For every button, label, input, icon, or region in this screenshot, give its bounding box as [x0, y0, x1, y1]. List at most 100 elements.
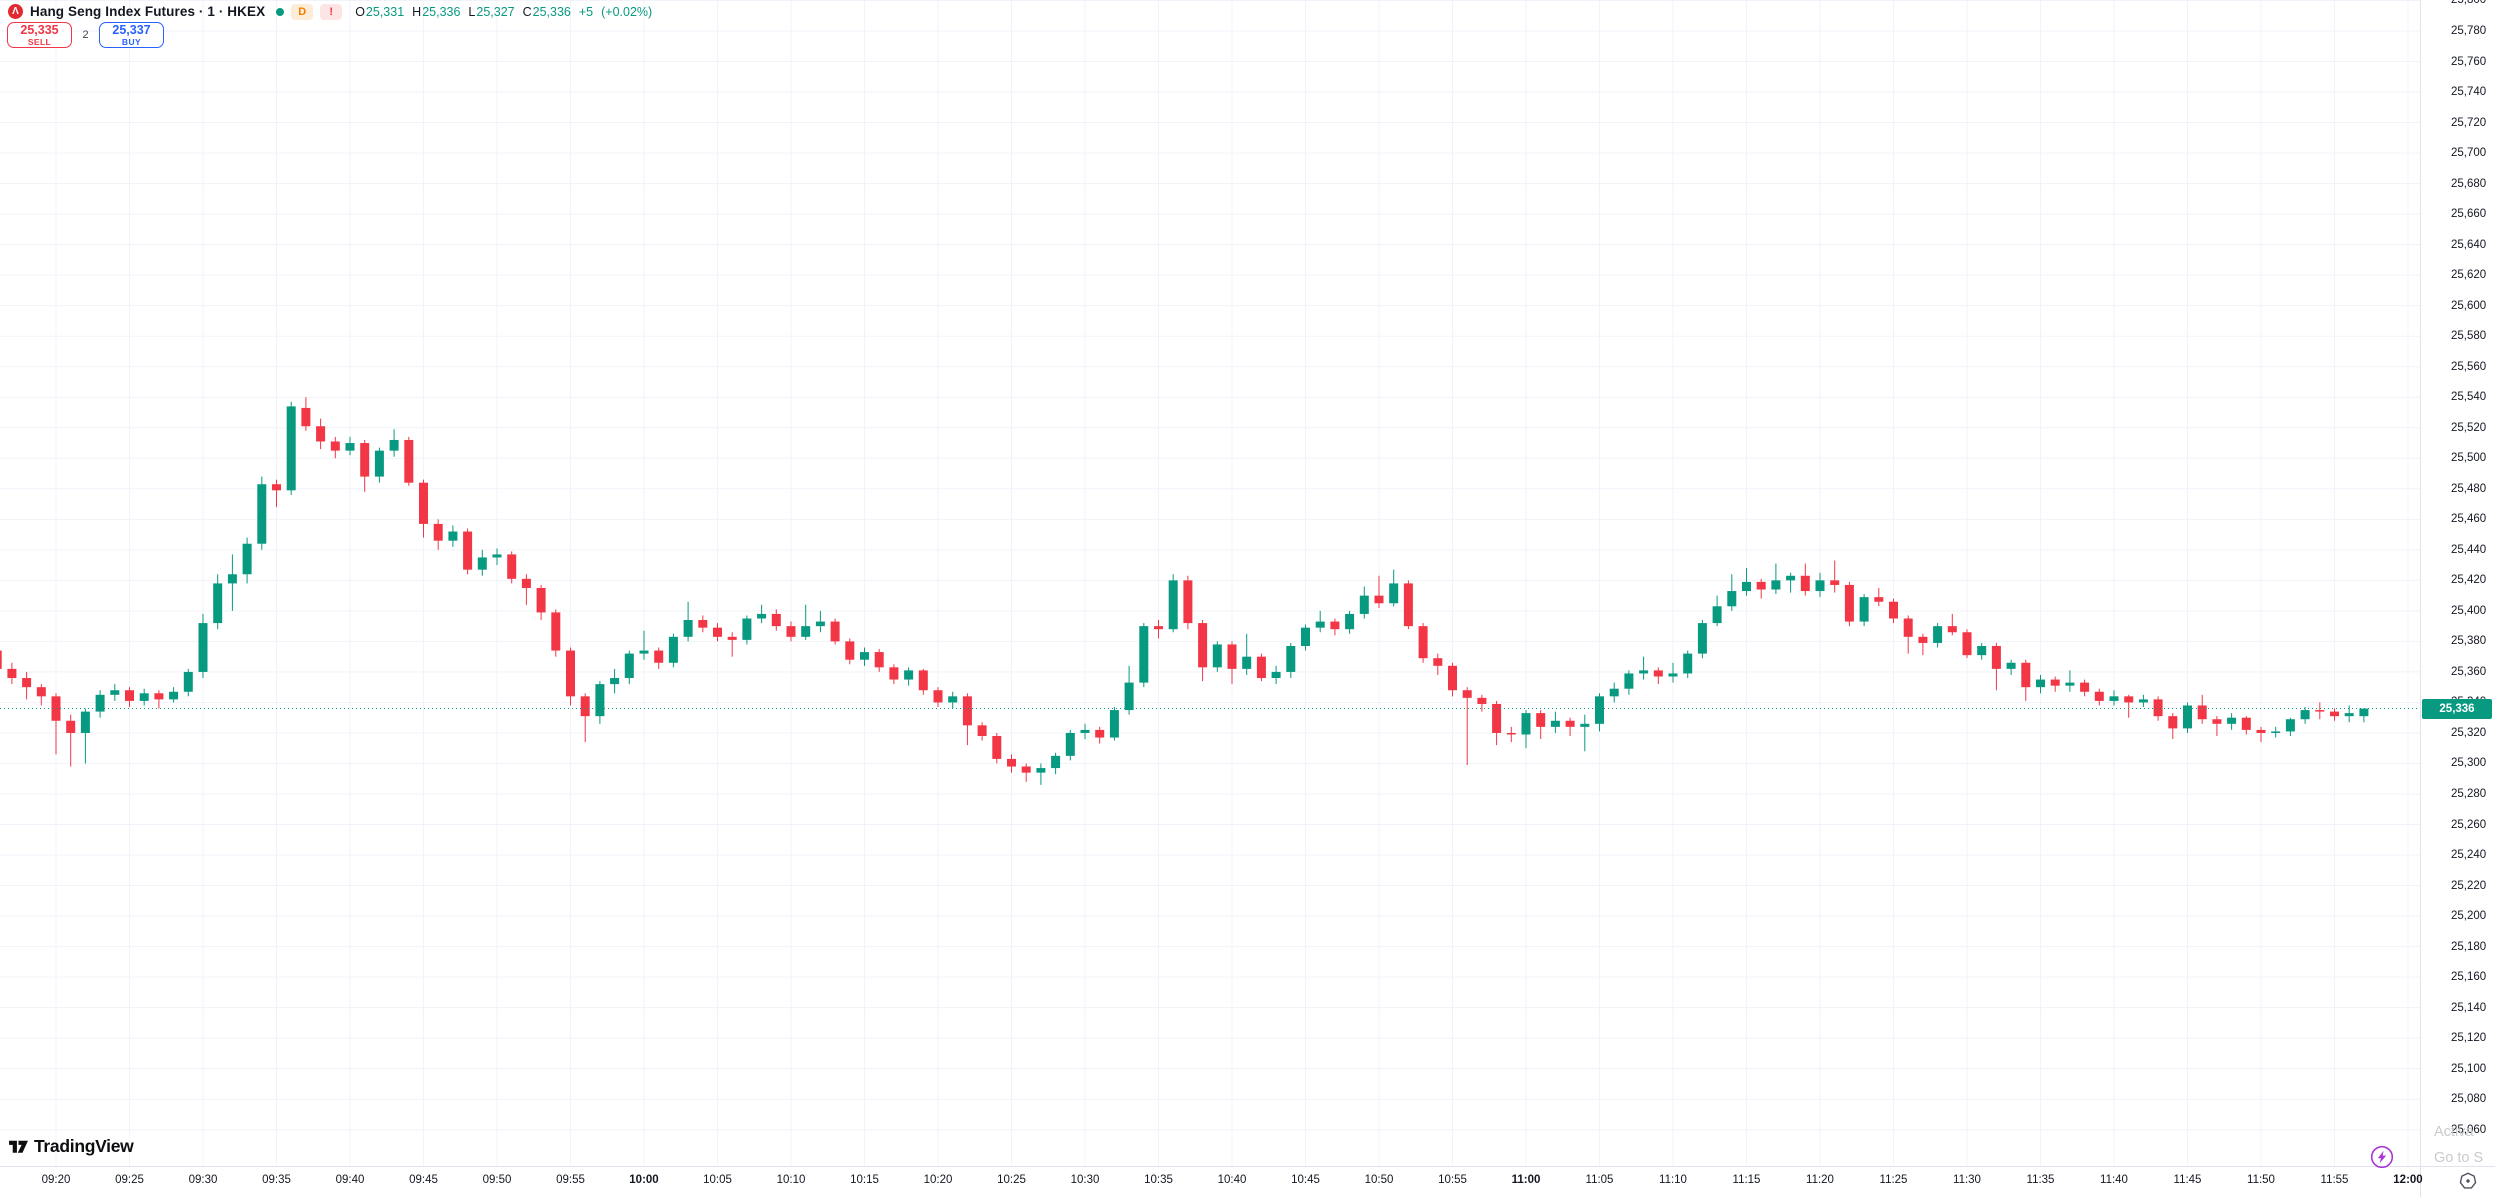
time-axis-label: 11:25 [1879, 1174, 1908, 1186]
price-axis-label: 25,560 [2451, 360, 2487, 373]
candle [492, 548, 502, 566]
price-axis-label: 25,600 [2451, 299, 2487, 312]
candle [874, 649, 884, 672]
time-axis-label: 10:00 [629, 1174, 659, 1186]
candle [316, 418, 326, 450]
symbol-title[interactable]: Hang Seng Index Futures · 1 · HKEX [30, 4, 266, 19]
candle [1065, 729, 1075, 761]
candle [1124, 665, 1134, 715]
candle [595, 681, 605, 724]
candle [1301, 624, 1310, 651]
candle [183, 668, 193, 697]
sell-label: SELL [27, 37, 52, 47]
candle [639, 630, 649, 660]
tradingview-logo[interactable]: TradingView [8, 1136, 134, 1157]
sell-button[interactable]: 25,335 SELL [7, 22, 72, 48]
time-axis-label: 11:30 [1953, 1174, 1981, 1186]
market-status-dot-icon [276, 7, 285, 16]
candle [345, 436, 355, 456]
time-axis-label: 12:00 [2393, 1174, 2423, 1186]
candle [1771, 563, 1781, 595]
candle [2153, 696, 2163, 721]
candle [845, 638, 855, 665]
boost-flash-icon[interactable] [2370, 1145, 2394, 1169]
candle [1139, 623, 1149, 688]
candle [860, 647, 869, 666]
buy-button[interactable]: 25,337 BUY [99, 22, 164, 48]
candle [551, 609, 561, 657]
price-axis-label: 25,100 [2451, 1062, 2487, 1075]
candle [2344, 705, 2354, 723]
candle [2183, 702, 2192, 733]
candle [2315, 702, 2325, 720]
candle [2168, 713, 2178, 740]
candle [698, 615, 708, 633]
candle [830, 618, 840, 645]
candle [1889, 598, 1898, 624]
candle [463, 528, 473, 575]
candle [257, 476, 267, 550]
candle [654, 647, 664, 669]
candle [125, 687, 134, 708]
time-axis-settings-icon[interactable] [2458, 1171, 2478, 1191]
delayed-data-badge[interactable]: D [291, 3, 314, 20]
time-axis[interactable]: 09:20 09:25 09:30 09:35 09:40 09:45 09:50 09:55… [0, 1167, 2495, 1197]
candle [80, 708, 90, 764]
candle [1800, 563, 1810, 596]
price-axis[interactable]: 25,800 25,780 25,760 25,740 25,720 25,700 25,6… [2421, 0, 2495, 1166]
candle [2271, 726, 2281, 738]
candle [1815, 572, 1825, 598]
candle [1550, 711, 1560, 733]
candle [992, 732, 1002, 764]
candle [154, 690, 164, 709]
time-axis-label: 11:00 [1511, 1174, 1541, 1186]
close-label: C [522, 4, 532, 19]
candle [22, 671, 32, 700]
candle [36, 684, 46, 706]
candle [1521, 710, 1531, 749]
tradingview-logo-icon [9, 1140, 28, 1153]
candle [1565, 717, 1575, 737]
time-axis-label: 09:20 [41, 1174, 71, 1186]
candle [1639, 656, 1649, 680]
price-axis-label: 25,320 [2451, 726, 2487, 739]
price-axis-label: 25,700 [2451, 147, 2487, 160]
candle [169, 687, 179, 703]
candle [1198, 620, 1208, 682]
time-axis-label: 11:55 [2320, 1174, 2349, 1186]
candle [1256, 653, 1266, 682]
time-axis-label: 10:05 [703, 1174, 732, 1186]
candle [0, 650, 2, 669]
candle [433, 519, 443, 550]
candle [580, 693, 590, 743]
price-axis-label: 25,360 [2451, 665, 2487, 678]
candle [213, 574, 223, 630]
price-axis-label: 25,240 [2451, 849, 2487, 862]
candle [1947, 613, 1957, 636]
candle [948, 691, 958, 709]
price-axis-label: 25,220 [2451, 879, 2487, 892]
candle [1448, 662, 1457, 697]
price-axis-label: 25,800 [2451, 0, 2487, 7]
alert-badge[interactable]: ! [320, 3, 343, 20]
candle [757, 604, 767, 624]
candle [1021, 763, 1031, 782]
candle [918, 668, 928, 695]
candle [904, 667, 914, 686]
candle [1095, 726, 1105, 744]
price-axis-label: 25,160 [2451, 971, 2487, 984]
candle [1315, 610, 1325, 633]
price-axis-label: 25,300 [2451, 757, 2487, 770]
candle [227, 554, 237, 611]
candle [1345, 610, 1355, 634]
candle [2212, 716, 2222, 737]
candle [1154, 620, 1163, 639]
candle [2300, 707, 2310, 724]
candle [1962, 629, 1972, 659]
candle [1580, 714, 1590, 752]
change-percent: (+0.02%) [601, 4, 653, 19]
time-axis-label: 11:10 [1659, 1174, 1687, 1186]
price-axis-label: 25,480 [2451, 482, 2487, 495]
candle [110, 684, 120, 701]
